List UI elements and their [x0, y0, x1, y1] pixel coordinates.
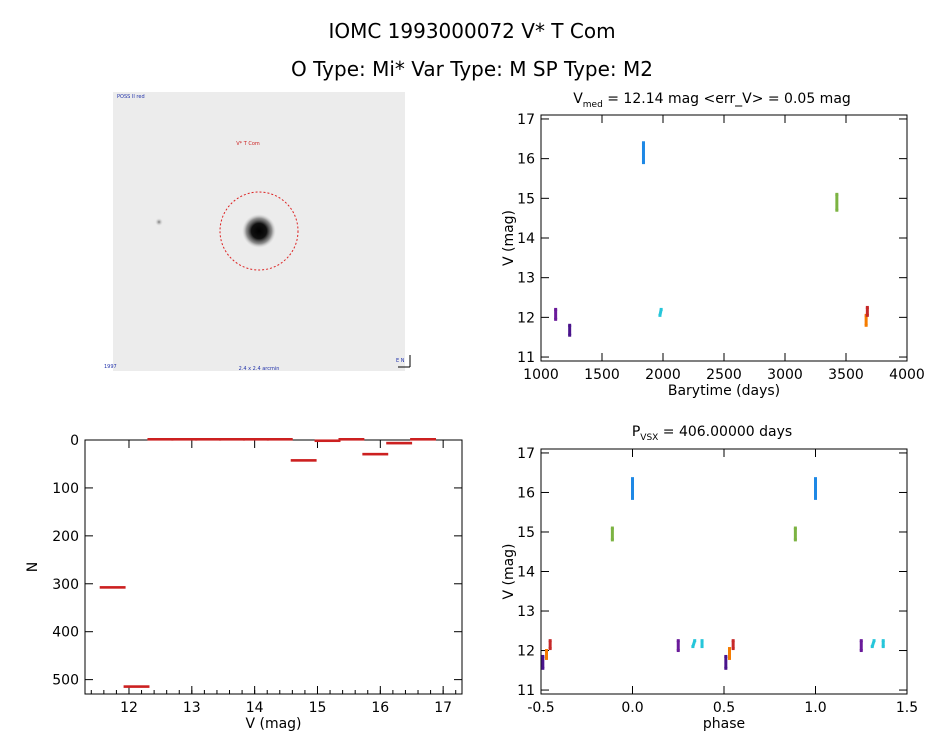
- histogram-bar: [266, 438, 293, 441]
- phased-xtick-label: 1.0: [804, 700, 826, 716]
- header-title: IOMC 1993000072 V* T Com: [328, 19, 615, 43]
- phased-ytick-label: 12: [517, 644, 535, 660]
- histogram-bar: [338, 438, 365, 441]
- histogram-xtick-label: 12: [120, 700, 138, 716]
- lightcurve-ytick-label: 14: [517, 231, 535, 247]
- lightcurve-xtick-label: 4000: [889, 367, 925, 383]
- histogram-bar: [147, 438, 174, 441]
- phased-xtick-label: 0.0: [621, 700, 643, 716]
- phased-cluster: [691, 640, 697, 648]
- histogram-ytick-label: 200: [52, 529, 79, 545]
- lightcurve-xtick-label: 2500: [706, 367, 742, 383]
- lightcurve-ytick-label: 16: [517, 152, 535, 168]
- histogram-bar: [219, 438, 245, 441]
- lightcurve-ytick-label: 12: [517, 310, 535, 326]
- histogram-ytick-label: 0: [70, 433, 79, 449]
- histogram-bar: [195, 438, 222, 441]
- histogram-bar: [242, 438, 269, 441]
- histogram-ytick-label: 300: [52, 577, 79, 593]
- histogram-bar: [314, 439, 341, 443]
- phased-ytick-label: 16: [517, 485, 535, 501]
- histogram-xtick-label: 15: [309, 700, 327, 716]
- phased-xtick-label: 1.5: [896, 700, 918, 716]
- sky-thumbnail: POSS II red V* T Com 2.4 x 2.4 arcmin 19…: [104, 92, 411, 372]
- phased-xtick-label: -0.5: [527, 700, 554, 716]
- faint-star: [155, 218, 163, 226]
- header-subtitle: O Type: Mi* Var Type: M SP Type: M2: [291, 57, 653, 81]
- epoch-label: 1997: [104, 364, 117, 370]
- lightcurve-title: Vmed = 12.14 mag <err_V> = 0.05 mag: [573, 91, 851, 110]
- lightcurve-ylabel: V (mag): [501, 210, 517, 266]
- phased-ylabel: V (mag): [501, 543, 517, 599]
- phased-ytick-label: 17: [517, 446, 535, 462]
- histogram-bar: [362, 452, 389, 456]
- histogram-bar: [171, 438, 198, 441]
- lightcurve-ytick-label: 11: [517, 350, 535, 366]
- histogram-bar: [290, 459, 317, 462]
- histogram-chart: 12 13 14 15 16 17 0 100 200 300 400 500 V (mag) N: [25, 433, 463, 732]
- histogram-bar: [99, 586, 126, 589]
- phased-ytick-label: 15: [517, 525, 535, 541]
- phased-xtick-label: 0.5: [713, 700, 735, 716]
- phased-ytick-label: 14: [517, 565, 535, 581]
- histogram-ytick-label: 400: [52, 625, 79, 641]
- phased-ytick-label: 11: [517, 683, 535, 699]
- histogram-xtick-label: 13: [183, 700, 201, 716]
- orientation-label: E N: [396, 358, 405, 364]
- lightcurve-ytick-label: 13: [517, 271, 535, 287]
- histogram-ytick-label: 500: [52, 673, 79, 689]
- target-star: [242, 214, 276, 248]
- target-circle: [219, 191, 299, 271]
- histogram-xtick-label: 17: [434, 700, 452, 716]
- lightcurve-xtick-label: 2000: [645, 367, 681, 383]
- lightcurve-xtick-label: 1000: [523, 367, 559, 383]
- lightcurve-cluster: [658, 309, 663, 316]
- histogram-bar: [386, 441, 413, 445]
- histogram-ytick-label: 100: [52, 481, 79, 497]
- survey-label: POSS II red: [117, 94, 145, 100]
- lightcurve-xtick-label: 1500: [584, 367, 620, 383]
- lightcurve-chart: Vmed = 12.14 mag <err_V> = 0.05 mag 1000…: [501, 91, 925, 399]
- lightcurve-xtick-label: 3000: [767, 367, 803, 383]
- histogram-xlabel: V (mag): [245, 716, 301, 732]
- phased-frame: [540, 448, 908, 695]
- lightcurve-ytick-label: 15: [517, 191, 535, 207]
- histogram-bar: [410, 438, 436, 441]
- lightcurve-frame: [540, 114, 908, 362]
- phased-cluster: [870, 640, 876, 648]
- phased-chart: PVSX = 406.00000 days -0.5 0.0 0.5 1.0 1.5 11…: [501, 424, 918, 732]
- scale-label: 2.4 x 2.4 arcmin: [239, 366, 280, 372]
- lightcurve-xtick-label: 3500: [828, 367, 864, 383]
- target-label: V* T Com: [236, 141, 260, 147]
- histogram-bar: [123, 685, 150, 688]
- phased-title: PVSX = 406.00000 days: [632, 424, 792, 443]
- histogram-xtick-label: 16: [371, 700, 389, 716]
- phased-ytick-label: 13: [517, 604, 535, 620]
- phased-xlabel: phase: [703, 716, 745, 732]
- lightcurve-xlabel: Barytime (days): [668, 383, 780, 399]
- histogram-xtick-label: 14: [246, 700, 264, 716]
- lightcurve-ytick-label: 17: [517, 112, 535, 128]
- histogram-frame: [84, 439, 463, 695]
- histogram-ylabel: N: [25, 562, 41, 572]
